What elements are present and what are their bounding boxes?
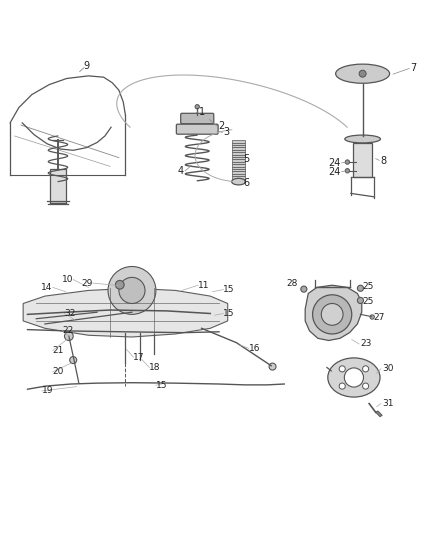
Bar [232,150,245,152]
Text: 15: 15 [223,309,235,318]
Text: 22: 22 [62,326,74,335]
Text: 7: 7 [410,63,417,74]
Bar [232,140,245,143]
Text: 23: 23 [360,340,372,349]
Bar [232,167,245,169]
Text: 16: 16 [249,344,260,353]
Circle shape [363,366,369,372]
Bar [232,176,245,179]
Bar [232,145,245,148]
Text: 20: 20 [53,367,64,376]
Text: 9: 9 [83,61,89,71]
Ellipse shape [345,135,381,143]
Text: 14: 14 [41,283,53,292]
Ellipse shape [336,64,390,83]
Text: 1: 1 [199,107,205,117]
Text: 15: 15 [156,381,167,390]
Ellipse shape [232,179,246,185]
Bar [232,157,245,159]
Text: 24: 24 [328,167,341,176]
Circle shape [345,168,350,173]
Text: 6: 6 [243,178,249,188]
FancyBboxPatch shape [181,114,214,124]
Text: 19: 19 [42,386,53,395]
FancyBboxPatch shape [177,124,218,134]
Text: 3: 3 [223,127,230,138]
Ellipse shape [328,358,380,397]
Circle shape [370,315,374,319]
Text: 31: 31 [382,399,394,408]
Bar [232,174,245,176]
Text: 17: 17 [133,352,145,361]
Circle shape [108,266,156,314]
Circle shape [64,332,73,341]
Text: 25: 25 [363,282,374,292]
Circle shape [70,357,77,364]
Text: 21: 21 [53,346,64,355]
Polygon shape [376,411,382,417]
Bar [50,168,66,204]
Text: 10: 10 [62,275,73,284]
Circle shape [301,286,307,292]
Bar [232,164,245,167]
Text: 28: 28 [286,279,297,288]
Text: 27: 27 [374,313,385,322]
Circle shape [269,363,276,370]
Circle shape [321,303,343,325]
Text: 8: 8 [380,156,386,166]
Bar [232,155,245,157]
Text: 24: 24 [328,158,341,168]
Bar [232,169,245,172]
Text: 11: 11 [198,281,210,290]
Text: 15: 15 [223,285,235,294]
Bar [232,172,245,174]
Polygon shape [23,288,228,337]
Circle shape [339,366,345,372]
Circle shape [116,280,124,289]
Circle shape [119,277,145,303]
Circle shape [357,285,364,292]
Bar [232,148,245,150]
Text: 25: 25 [363,297,374,306]
Text: 5: 5 [243,154,249,164]
Circle shape [363,383,369,389]
Bar [232,152,245,155]
Text: 32: 32 [64,309,76,318]
Circle shape [344,368,364,387]
Text: 30: 30 [382,364,394,373]
Circle shape [345,160,350,164]
Text: 29: 29 [81,279,93,287]
Circle shape [359,70,366,77]
Circle shape [195,104,199,109]
Circle shape [357,297,364,303]
Text: 2: 2 [218,122,224,131]
Bar [232,159,245,162]
Text: 18: 18 [149,363,161,372]
Bar [232,162,245,164]
Text: 4: 4 [178,166,184,176]
Circle shape [313,295,352,334]
Polygon shape [305,285,362,341]
Circle shape [339,383,345,389]
Bar [232,143,245,145]
Bar [353,143,372,177]
